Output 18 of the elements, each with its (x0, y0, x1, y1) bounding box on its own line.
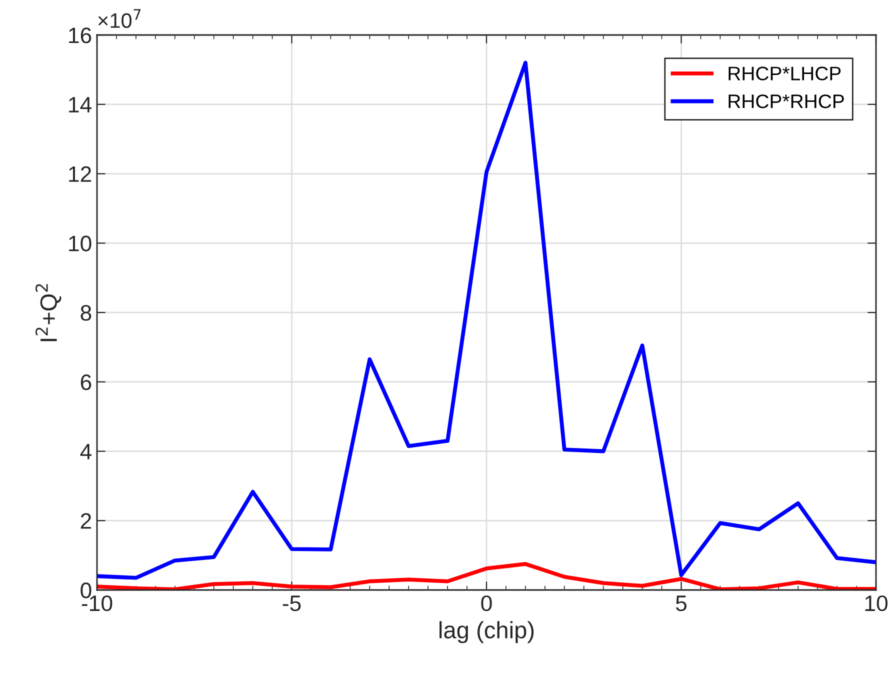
y-tick-label: 4 (80, 444, 92, 460)
x-tick-label: -5 (282, 596, 301, 612)
x-tick-label: 0 (481, 595, 492, 612)
x-axis-title: lag (chip) (440, 621, 534, 644)
line-series (97, 60, 876, 580)
y-tick-label: 10 (69, 236, 92, 252)
text: ×10$^{7}$ (98, 9, 141, 28)
x-tick-label: 10 (865, 595, 888, 612)
legend-label: RHCP*RHCP (728, 94, 844, 108)
y-axis-title: I$^{2}$+Q$^{2}$ (35, 284, 62, 342)
x-tick-label: 5 (676, 596, 686, 612)
y-tick-label: 6 (80, 374, 92, 390)
y-tick-label: 14 (69, 97, 92, 112)
y-tick-label: 12 (69, 166, 92, 182)
y-tick-label: 2 (80, 513, 92, 529)
y-tick-label: 8 (80, 305, 92, 321)
y-tick-label: 16 (69, 28, 92, 44)
legend-label: RHCP*LHCP (728, 66, 841, 80)
